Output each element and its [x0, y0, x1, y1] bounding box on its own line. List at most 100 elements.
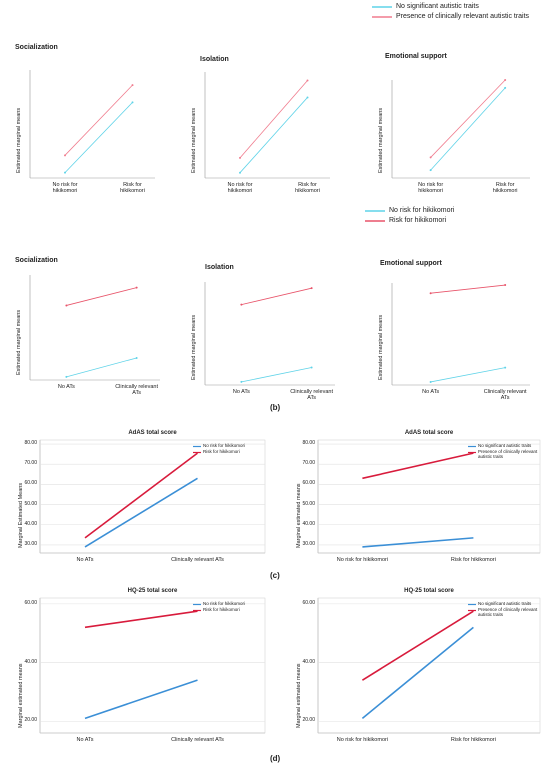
- y-axis-label: Marginal estimated means: [296, 483, 302, 548]
- legend-label: No significant autistic traits: [478, 601, 532, 606]
- panel-label: (b): [270, 403, 281, 412]
- series-line: [430, 79, 506, 158]
- chart-title: Socialization: [15, 44, 58, 51]
- series-line: [241, 367, 312, 383]
- y-axis-label: Marginal Estimated Means: [18, 482, 24, 548]
- point: [429, 292, 432, 295]
- y-axis-label: Estimated marginal means: [378, 107, 384, 173]
- point: [429, 380, 432, 383]
- chart-title: Emotional support: [380, 260, 442, 267]
- legend-label: No risk for hikikomori: [389, 207, 455, 214]
- point: [135, 286, 138, 289]
- x-tick-label: No ATs: [57, 384, 75, 390]
- y-tick-label: 60.00: [302, 480, 315, 487]
- panel-label: (d): [270, 754, 281, 763]
- point: [310, 366, 313, 369]
- chart-title: Socialization: [15, 257, 58, 264]
- point: [504, 366, 507, 369]
- y-tick-label: 40.00: [302, 520, 315, 527]
- legend-label: Risk for hikikomori: [389, 217, 447, 224]
- y-axis-label: Estimated marginal means: [16, 309, 22, 375]
- series-line: [66, 357, 137, 378]
- legend-label: Risk for hikikomori: [203, 607, 240, 612]
- x-tick-label: Risk for hikikomori: [120, 182, 145, 195]
- point: [504, 79, 507, 81]
- series-line: [84, 452, 198, 539]
- point: [306, 96, 309, 99]
- x-tick-label: Clinically relevant ATs: [483, 389, 527, 402]
- y-tick-label: 40.00: [302, 658, 315, 665]
- point: [131, 101, 134, 104]
- plot-frame: [39, 597, 266, 734]
- chart-title: AdAS total score: [404, 430, 454, 436]
- series-line: [239, 80, 308, 159]
- x-tick-label: No risk for hikikomori: [418, 182, 444, 195]
- chart-title: Isolation: [200, 56, 229, 63]
- x-tick-label: No risk for hikikomori: [52, 182, 78, 195]
- y-tick-label: 50.00: [302, 500, 315, 507]
- x-tick-label: No ATs: [422, 389, 440, 395]
- series-line: [361, 610, 474, 681]
- point: [310, 287, 313, 290]
- point: [131, 84, 134, 87]
- point: [306, 79, 309, 82]
- x-tick-label: Risk for hikikomori: [450, 737, 496, 743]
- x-tick-label: Clinically relevant ATs: [290, 389, 333, 402]
- y-tick-label: 40.00: [24, 520, 37, 527]
- series-line: [241, 287, 312, 306]
- x-tick-label: No risk for hikikomori: [336, 737, 389, 743]
- plot-frame: [39, 439, 266, 554]
- series-line: [430, 367, 506, 383]
- point: [504, 86, 507, 89]
- y-tick-label: 70.00: [24, 460, 37, 467]
- plot-frame: [317, 439, 541, 554]
- y-tick-label: 30.00: [302, 540, 315, 547]
- y-axis-label: Estimated marginal means: [191, 314, 197, 380]
- y-tick-label: 80.00: [24, 440, 37, 447]
- x-tick-label: No risk for hikikomori: [336, 557, 389, 563]
- point: [240, 303, 243, 306]
- series-line: [84, 477, 198, 548]
- point: [135, 356, 138, 359]
- legend-label: No risk for hikikomori: [203, 601, 246, 606]
- chart-title: Emotional support: [385, 53, 447, 60]
- point: [240, 380, 243, 383]
- series-line: [66, 287, 137, 306]
- plot-frame: [317, 597, 541, 734]
- x-tick-label: Risk for hikikomori: [450, 557, 496, 563]
- point: [64, 154, 66, 157]
- x-tick-label: Clinically relevant ATs: [171, 557, 224, 563]
- y-axis-label: Estimated marginal means: [191, 107, 197, 173]
- series-line: [84, 610, 198, 629]
- y-tick-label: 60.00: [24, 599, 37, 606]
- point: [239, 171, 241, 174]
- x-tick-label: Risk for hikikomori: [295, 182, 320, 195]
- y-tick-label: 80.00: [302, 440, 315, 447]
- x-tick-label: Risk for hikikomori: [492, 182, 518, 195]
- y-tick-label: 60.00: [24, 480, 37, 487]
- y-tick-label: 30.00: [24, 540, 37, 547]
- chart-title: HQ-25 total score: [127, 588, 178, 594]
- y-tick-label: 20.00: [24, 717, 37, 724]
- point: [239, 156, 241, 159]
- y-tick-label: 70.00: [302, 460, 315, 467]
- series-line: [84, 679, 198, 720]
- point: [64, 171, 66, 174]
- y-axis-label: Estimated marginal means: [16, 107, 22, 173]
- x-tick-label: No ATs: [76, 557, 94, 563]
- x-tick-label: No risk for hikikomori: [227, 182, 253, 195]
- series-line: [362, 537, 474, 548]
- legend-label: Risk for hikikomori: [203, 449, 240, 454]
- series-line: [361, 626, 474, 719]
- x-tick-label: Clinically relevant ATs: [171, 737, 224, 743]
- y-tick-label: 60.00: [302, 599, 315, 606]
- series-line: [362, 452, 474, 480]
- y-tick-label: 20.00: [302, 717, 315, 724]
- series-line: [430, 284, 506, 294]
- point: [65, 375, 68, 378]
- series-line: [239, 97, 308, 173]
- x-tick-label: Clinically relevant ATs: [115, 384, 158, 397]
- y-tick-label: 50.00: [24, 500, 37, 507]
